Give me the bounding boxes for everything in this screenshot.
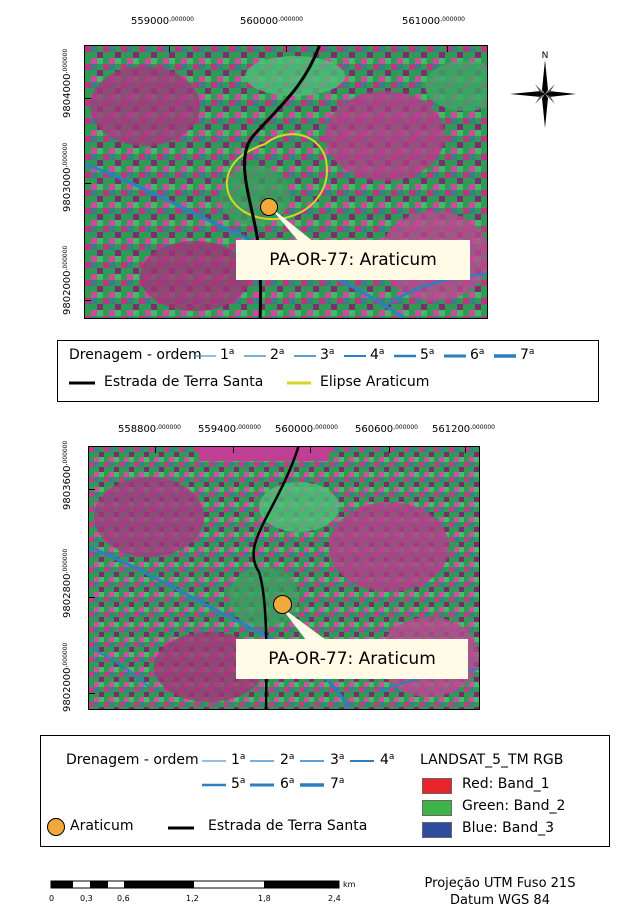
map2-site-label: PA-OR-77: Araticum xyxy=(236,639,468,679)
legend2-blue-label: Blue: Band_3 xyxy=(462,820,554,836)
map2-y-coord-9803600: 9803600,000000 xyxy=(62,440,73,510)
legend2-rgb-title: LANDSAT_5_TM RGB xyxy=(420,752,564,768)
legend2-red-label: Red: Band_1 xyxy=(462,776,550,792)
map1-drainage-3 xyxy=(384,304,406,318)
map1-site-marker xyxy=(260,198,278,216)
legend1-ellipse-label: Elipse Araticum xyxy=(320,374,430,390)
legend1-order-4: 4a xyxy=(370,347,385,363)
map1-site-pointer xyxy=(268,205,315,243)
legend2-blue-swatch xyxy=(422,822,452,838)
map1-ellipse-araticum xyxy=(225,133,328,221)
map2-site-pointer xyxy=(280,606,326,640)
legend2-order-2: 2a xyxy=(280,752,295,768)
legend1-ellipse-symbol xyxy=(287,381,311,385)
north-arrow-icon: N xyxy=(510,51,576,128)
scale-label-5: 2,4 xyxy=(328,894,341,903)
map1-y-coord-9804000: 9804000,000000 xyxy=(62,48,73,118)
legend2-order-3: 3a xyxy=(330,752,345,768)
legend2-order-5: 5a xyxy=(231,776,246,792)
legend1-order-3: 3a xyxy=(320,347,335,363)
legend1-road-label: Estrada de Terra Santa xyxy=(104,374,264,390)
map1-drainage-2 xyxy=(384,272,487,308)
legend2-road-symbol xyxy=(168,826,194,830)
legend1-order-2: 2a xyxy=(270,347,285,363)
legend2-road-label: Estrada de Terra Santa xyxy=(208,818,368,834)
map2-x-coord-561200: 561200,000000 xyxy=(432,424,495,435)
map1-y-coord-9802000: 9802000,000000 xyxy=(62,245,73,315)
legend1-road-symbol xyxy=(69,381,95,385)
legend2-drainage-lines-row1 xyxy=(202,760,374,762)
map1-x-coord-561000: 561000,000000 xyxy=(402,16,465,27)
map2-x-coord-558800: 558800,000000 xyxy=(118,424,181,435)
legend1-drainage-lines xyxy=(194,354,516,358)
legend2-drainage-lines-row2 xyxy=(202,783,324,787)
map1-y-coord-9803000: 9803000,000000 xyxy=(62,142,73,212)
map2-y-coord-9802800: 9802800,000000 xyxy=(62,548,73,618)
map1-x-coord-560000: 560000,000000 xyxy=(240,16,303,27)
legend1-order-7: 7a xyxy=(520,347,535,363)
legend2 xyxy=(40,735,610,847)
legend2-red-swatch xyxy=(422,778,452,794)
legend2-drainage-title: Drenagem - ordem xyxy=(66,752,199,768)
legend2-order-6: 6a xyxy=(280,776,295,792)
legend2-site-label: Araticum xyxy=(70,818,134,834)
projection-line2: Datum WGS 84 xyxy=(450,893,550,908)
map2-site-marker xyxy=(273,595,292,614)
projection-line1: Projeção UTM Fuso 21S xyxy=(424,876,576,891)
scale-label-3: 1,2 xyxy=(186,894,199,903)
scale-bar xyxy=(50,880,340,889)
map1-x-coord-559000: 559000,000000 xyxy=(131,16,194,27)
legend1 xyxy=(57,340,599,402)
map2-x-coord-560000: 560000,000000 xyxy=(275,424,338,435)
legend2-order-4: 4a xyxy=(380,752,395,768)
legend2-green-swatch xyxy=(422,800,452,816)
map1-site-label: PA-OR-77: Araticum xyxy=(236,240,470,280)
scale-unit: km xyxy=(343,880,356,889)
north-label: N xyxy=(542,51,549,61)
map2-drainage-2 xyxy=(89,646,150,688)
legend1-drainage-title: Drenagem - ordem xyxy=(69,347,202,363)
map2-x-coord-559400: 559400,000000 xyxy=(198,424,261,435)
legend1-order-5: 5a xyxy=(420,347,435,363)
scale-label-4: 1,8 xyxy=(258,894,271,903)
map2-y-coord-9802000: 9802000,000000 xyxy=(62,642,73,712)
legend2-order-7: 7a xyxy=(330,776,345,792)
scale-label-2: 0,6 xyxy=(117,894,130,903)
legend2-green-label: Green: Band_2 xyxy=(462,798,566,814)
legend1-order-1: 1a xyxy=(220,347,235,363)
legend1-order-6: 6a xyxy=(470,347,485,363)
legend2-site-symbol xyxy=(47,818,65,836)
scale-label-0: 0 xyxy=(49,894,55,903)
legend2-order-1: 1a xyxy=(231,752,246,768)
scale-label-1: 0,3 xyxy=(80,894,93,903)
map2-x-coord-560600: 560600,000000 xyxy=(355,424,418,435)
